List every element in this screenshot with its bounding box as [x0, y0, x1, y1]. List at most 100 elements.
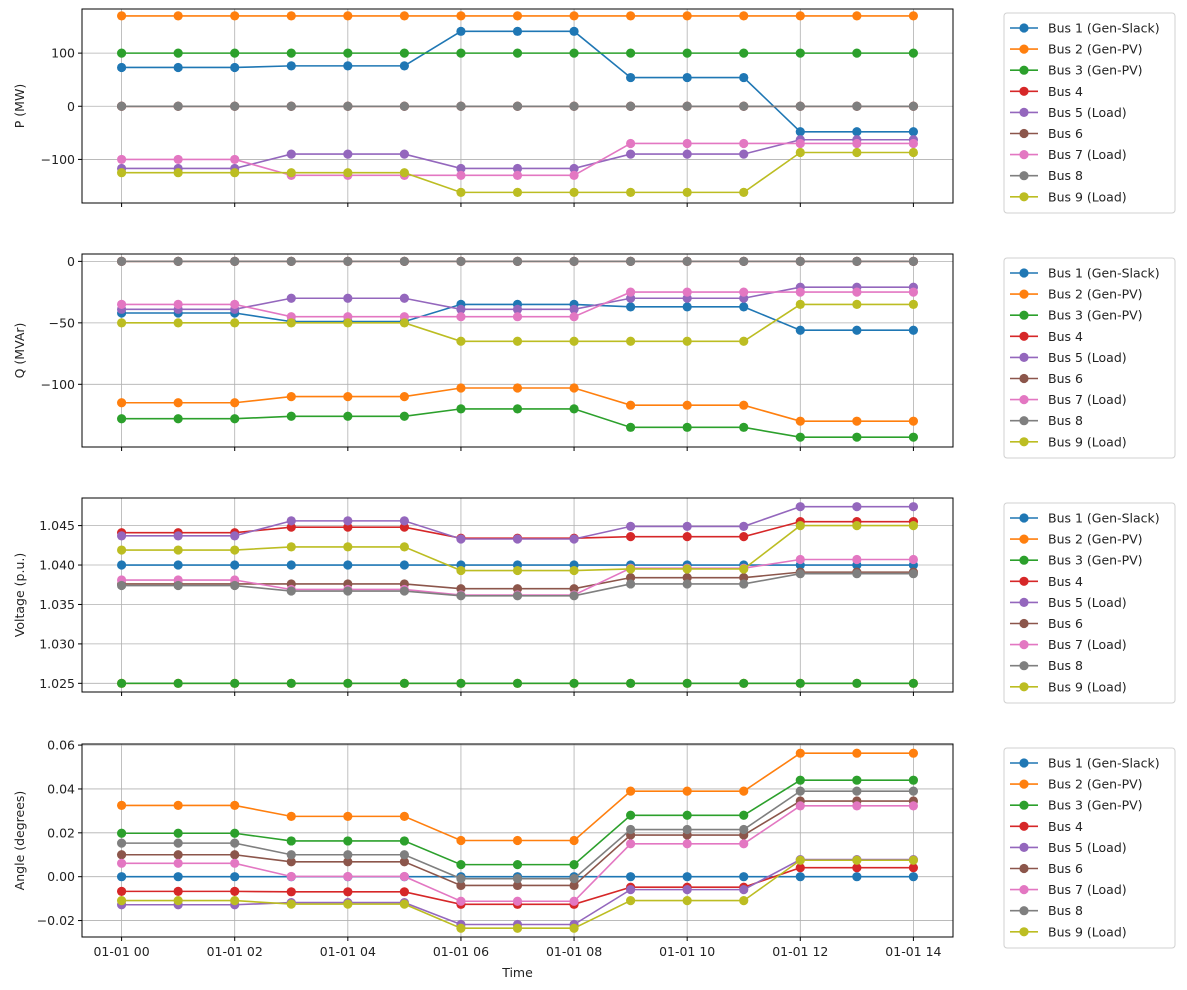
legend-marker [1019, 373, 1029, 384]
series-line [121, 30, 914, 133]
legend-item: Bus 4 [1010, 84, 1083, 99]
data-point [230, 838, 240, 848]
data-point [230, 850, 240, 860]
data-point [399, 48, 409, 58]
data-point [230, 800, 240, 811]
data-point [852, 801, 862, 811]
legend-label: Bus 2 (Gen-PV) [1048, 42, 1143, 57]
data-point [116, 318, 127, 328]
data-point [343, 391, 353, 402]
data-point [286, 871, 296, 882]
data-point [739, 138, 749, 149]
data-point [173, 886, 183, 896]
data-point [569, 336, 579, 346]
data-point [852, 138, 862, 149]
legend-marker [1019, 65, 1029, 75]
series-2 [116, 383, 919, 426]
y-tick-label: −100 [41, 377, 75, 392]
data-point [739, 11, 749, 21]
data-point [286, 850, 296, 860]
data-point [739, 579, 749, 589]
series-8 [116, 101, 919, 111]
data-point [512, 163, 523, 174]
data-point [230, 678, 240, 688]
x-tick-label: 01-01 08 [546, 944, 602, 959]
data-point [116, 48, 127, 58]
series-8 [116, 786, 919, 884]
data-point [230, 531, 240, 541]
data-point [795, 432, 805, 442]
data-point [908, 521, 919, 531]
legend: Bus 1 (Gen-Slack) Bus 2 (Gen-PV) Bus 3 (Ge… [1003, 502, 1176, 704]
y-tick-label: 1.025 [39, 676, 75, 691]
data-point [116, 678, 127, 688]
legend-frame [1003, 257, 1176, 459]
data-point [682, 521, 692, 531]
data-point [682, 824, 692, 835]
data-point [343, 522, 353, 532]
legend-label: Bus 5 (Load) [1048, 595, 1127, 610]
legend-label: Bus 7 (Load) [1048, 637, 1127, 652]
legend-label: Bus 4 [1048, 84, 1083, 99]
data-point [852, 554, 862, 565]
data-point [230, 48, 240, 58]
legend-marker [1019, 863, 1029, 874]
legend-label: Bus 8 [1048, 903, 1083, 918]
data-point [230, 545, 240, 555]
data-point [230, 560, 240, 570]
data-point [116, 850, 127, 860]
data-point [739, 101, 749, 111]
series-9 [116, 299, 919, 346]
legend-marker [1019, 171, 1029, 181]
data-point [795, 299, 805, 310]
y-tick-label: −50 [49, 315, 75, 330]
data-point [569, 48, 579, 58]
data-point [512, 170, 523, 180]
data-point [116, 580, 127, 591]
data-point [343, 857, 353, 867]
data-point [286, 48, 296, 58]
data-point [286, 318, 296, 328]
data-point [682, 101, 692, 111]
data-point [739, 48, 749, 58]
data-point [173, 318, 183, 328]
legend-item: Bus 4 [1010, 574, 1083, 589]
data-point [230, 580, 240, 591]
data-point [512, 923, 523, 933]
data-point [682, 885, 692, 895]
legend: Bus 1 (Gen-Slack) Bus 2 (Gen-PV) Bus 3 (Ge… [1003, 12, 1176, 214]
data-point [795, 11, 805, 21]
data-point [173, 800, 183, 811]
legend-marker [1019, 758, 1029, 768]
data-point [399, 256, 409, 266]
data-point [343, 516, 353, 526]
data-point [286, 168, 296, 178]
data-point [116, 838, 127, 848]
data-point [399, 811, 409, 821]
data-point [626, 678, 636, 688]
series-5 [116, 502, 919, 544]
data-point [852, 678, 862, 688]
data-point [399, 887, 409, 897]
data-point [739, 872, 749, 882]
data-point [626, 824, 636, 835]
data-point [343, 678, 353, 688]
data-point [626, 786, 636, 796]
data-point [343, 11, 353, 21]
data-point [343, 293, 353, 303]
data-point [852, 287, 862, 297]
data-point [399, 560, 409, 570]
data-point [116, 895, 127, 906]
data-point [116, 256, 127, 266]
data-point [626, 872, 636, 882]
legend-item: Bus 5 (Load) [1010, 595, 1127, 610]
data-point [908, 775, 919, 785]
panel-1: 100 0 −100 P (MW) Bus 1 (Gen-Slack) Bus 2 (Ge… [12, 8, 1176, 214]
data-point [456, 383, 466, 393]
legend-label: Bus 4 [1048, 329, 1083, 344]
data-point [286, 811, 296, 821]
series-9 [116, 147, 919, 197]
data-point [626, 839, 636, 849]
data-point [512, 584, 523, 594]
